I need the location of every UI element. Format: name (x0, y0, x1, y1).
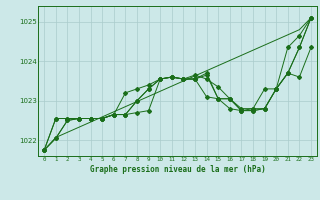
X-axis label: Graphe pression niveau de la mer (hPa): Graphe pression niveau de la mer (hPa) (90, 165, 266, 174)
